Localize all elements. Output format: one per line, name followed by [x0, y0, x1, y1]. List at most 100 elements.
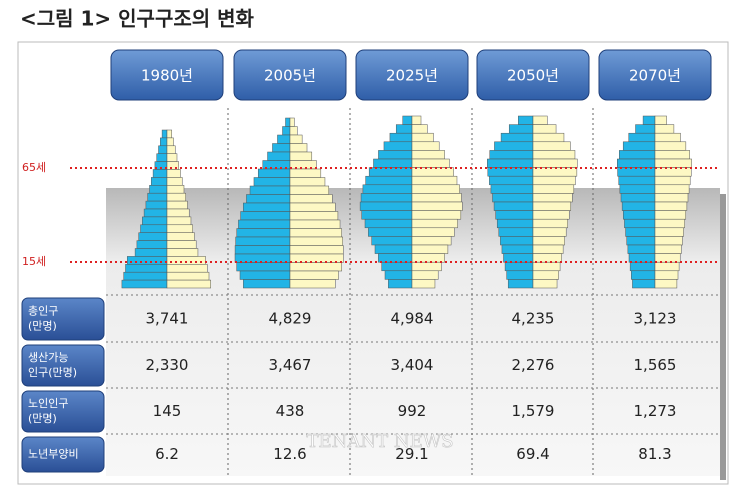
pyramid-male [243, 279, 291, 289]
pyramid-female [532, 218, 568, 229]
pyramid-female [654, 193, 689, 203]
pyramid-female [411, 124, 428, 134]
age-label: 15세 [22, 255, 46, 268]
pyramid-female [166, 129, 173, 139]
pyramid-male [378, 150, 413, 160]
pyramid-male [272, 143, 291, 153]
pyramid-female [532, 270, 559, 280]
pyramid-male [618, 175, 656, 186]
pyramid-female [654, 236, 683, 246]
year-label: 1980년 [141, 67, 193, 85]
row-label-box [21, 390, 105, 433]
pyramid-female [166, 169, 181, 178]
pyramid-male [642, 115, 656, 125]
year-header [476, 49, 590, 101]
pyramid-male [378, 253, 413, 263]
pyramid-female [654, 210, 687, 220]
pyramid-female [166, 264, 208, 273]
pyramid-female [289, 160, 317, 170]
pyramid-female [532, 236, 565, 246]
pyramid-male [371, 236, 413, 246]
pyramid-male [246, 194, 291, 204]
pyramid-male [628, 132, 656, 143]
pyramid-female [532, 193, 573, 203]
pyramid-male [632, 279, 656, 289]
pyramid-female [532, 253, 562, 263]
pyramid-female [532, 244, 564, 254]
pyramid-male [149, 185, 168, 194]
pyramid-male [239, 270, 291, 280]
pyramid-male [147, 192, 168, 202]
year-header [233, 49, 347, 101]
pyramid-male [373, 158, 413, 168]
pyramid-male [249, 185, 291, 195]
pyramid-male [361, 210, 413, 220]
pyramid-male [624, 218, 656, 229]
pyramid-male [253, 177, 291, 187]
pyramid-male [364, 218, 413, 229]
pyramid-male [489, 150, 534, 160]
pyramid-female [411, 115, 422, 125]
pyramid-female [411, 141, 440, 151]
pyramid-female [532, 150, 576, 160]
cell: 2,330 [146, 356, 189, 374]
pyramid-male [621, 201, 656, 211]
year-label: 2050년 [507, 67, 559, 85]
cell: 4,984 [391, 310, 434, 328]
pyramid-male [620, 193, 656, 203]
row-label: 노년부양비 [28, 448, 79, 461]
pyramid-male [503, 253, 534, 263]
year-label: 2025년 [386, 67, 438, 85]
pyramid-female [654, 227, 684, 237]
cell: 3,741 [146, 310, 189, 328]
pyramid-female [289, 236, 343, 246]
year-header [355, 49, 469, 101]
pyramid-male [362, 184, 413, 194]
pyramid-male [626, 236, 656, 246]
pyramid-female [654, 244, 682, 254]
shadow [720, 194, 726, 480]
pyramid-female [411, 227, 455, 237]
pyramid-female [289, 279, 336, 289]
pyramid-male [383, 141, 413, 151]
cell: 992 [398, 402, 427, 420]
pyramid-female [532, 124, 557, 134]
pyramid-female [166, 248, 199, 257]
pyramid-female [532, 158, 578, 168]
pyramid-male [236, 262, 291, 272]
row-label: 총인구 [28, 305, 58, 318]
cell: 81.3 [638, 445, 671, 463]
pyramid-female [654, 261, 680, 272]
pyramid-female [411, 279, 436, 289]
pyramid-female [166, 279, 211, 289]
pyramid-male [161, 129, 168, 139]
pyramid-male [492, 193, 534, 203]
row-label: 노인인구 [28, 397, 68, 410]
pyramid-male [374, 244, 413, 254]
pyramid-male [285, 117, 291, 127]
pyramid-female [166, 192, 186, 202]
pyramid-male [623, 210, 656, 220]
pyramid-female [654, 201, 688, 211]
cell: 4,829 [269, 310, 312, 328]
pyramid-female [166, 256, 206, 265]
pyramid-male [143, 208, 168, 218]
pyramid-male [145, 200, 168, 210]
cell: 29.1 [395, 445, 428, 463]
pyramid-female [289, 151, 313, 161]
pyramid-female [289, 245, 344, 255]
pyramid-male [152, 169, 168, 178]
pyramid-male [494, 141, 534, 151]
pyramid-female [654, 218, 685, 229]
pyramid-female [411, 132, 434, 143]
pyramid-male [160, 137, 168, 147]
pyramid-male [235, 236, 291, 246]
pyramid-male [628, 253, 656, 263]
pyramid-male [518, 115, 534, 125]
pyramid-male [365, 175, 413, 186]
pyramid-male [384, 270, 413, 280]
pyramid-female [166, 145, 176, 154]
pyramid-male [257, 168, 291, 178]
pyramid-male [142, 216, 168, 226]
